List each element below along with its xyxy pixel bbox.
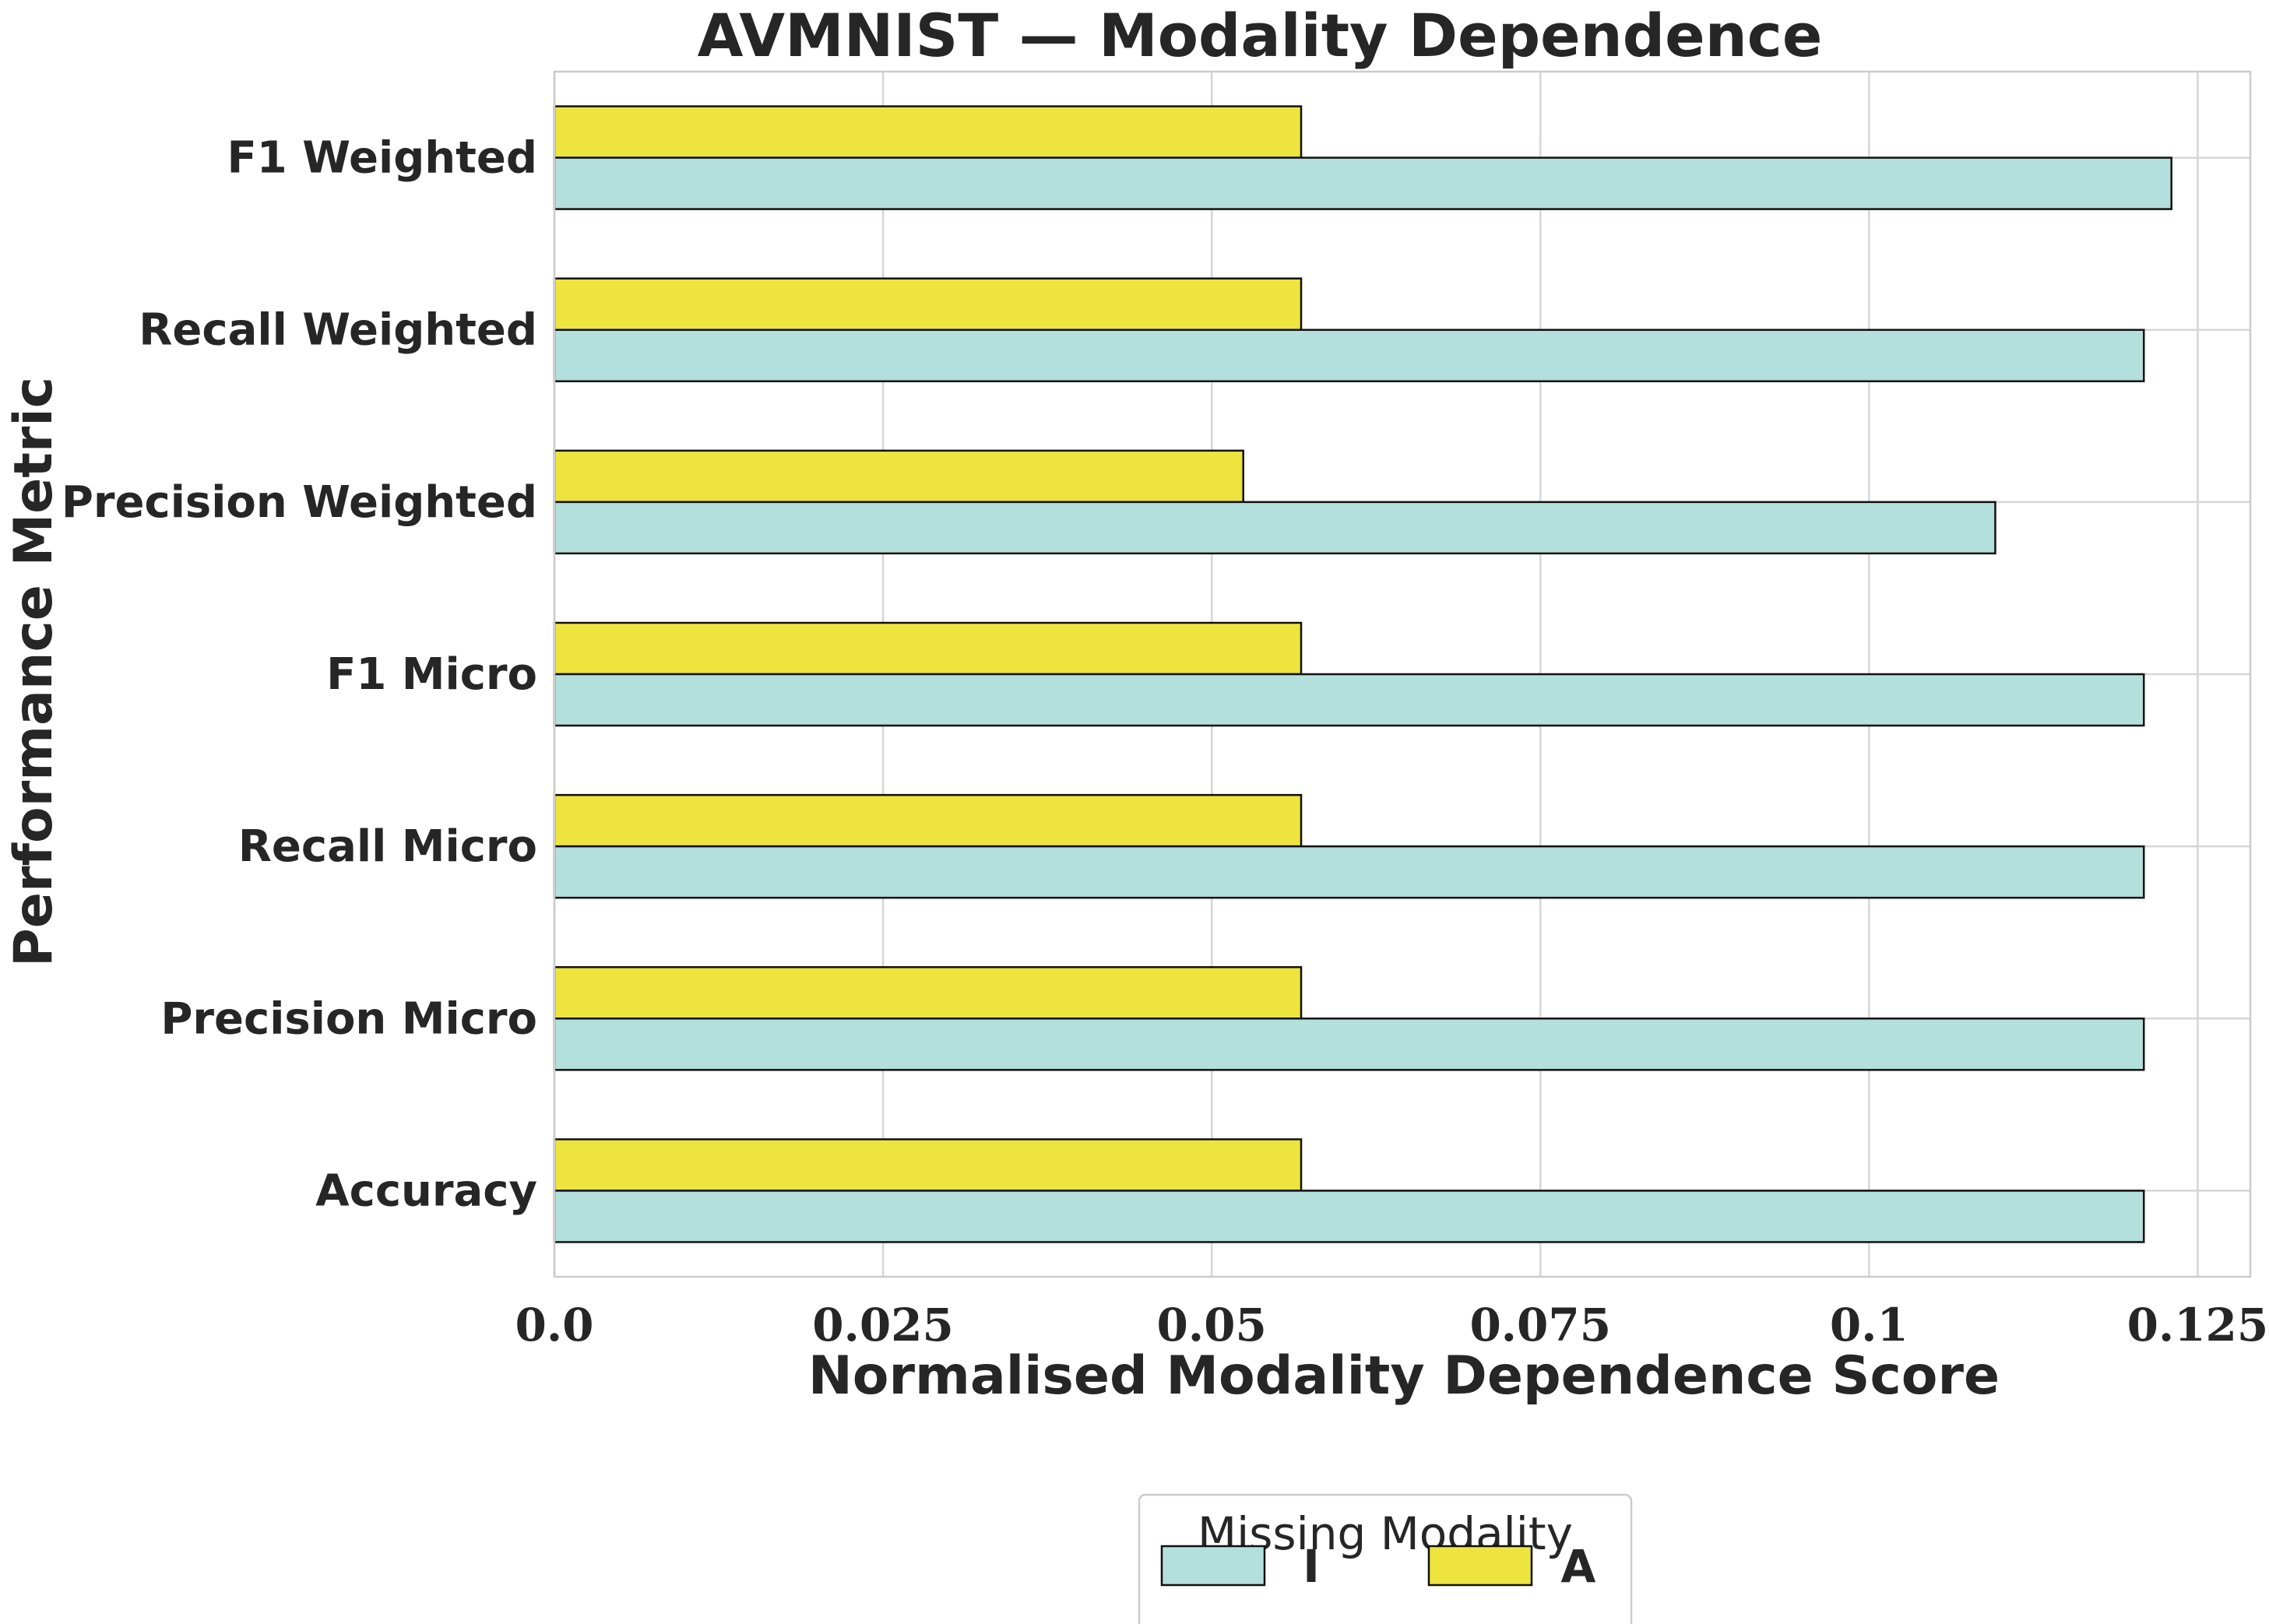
bar-i bbox=[553, 501, 1996, 555]
x-tick-label: 0.05 bbox=[1157, 1299, 1267, 1352]
bar-a bbox=[553, 105, 1303, 159]
bar-i bbox=[553, 673, 2145, 727]
bar-a bbox=[553, 277, 1303, 331]
x-tick-labels: 0.0 0.025 0.05 0.075 0.1 0.125 bbox=[515, 1299, 2269, 1352]
bar-i bbox=[553, 156, 2172, 210]
bar-a bbox=[553, 966, 1303, 1020]
x-tick-label: 0.025 bbox=[812, 1299, 954, 1352]
y-tick-label: Precision Weighted bbox=[62, 477, 537, 528]
bar-i bbox=[553, 1190, 2145, 1243]
chart-title: AVMNIST — Modality Dependence bbox=[698, 1, 1823, 70]
plot-frame bbox=[553, 70, 2252, 1278]
bar-i bbox=[553, 1018, 2145, 1071]
x-tick-label: 0.075 bbox=[1469, 1299, 1611, 1352]
bars bbox=[553, 105, 2172, 1243]
y-tick-label: F1 Weighted bbox=[227, 133, 537, 184]
legend-swatch bbox=[1160, 1545, 1266, 1587]
bar-a bbox=[553, 1138, 1303, 1192]
bar-a bbox=[553, 449, 1244, 504]
bar-a bbox=[553, 621, 1303, 676]
y-tick-label: Recall Micro bbox=[238, 821, 537, 872]
bar-i bbox=[553, 329, 2145, 382]
x-tick-label: 0.0 bbox=[515, 1299, 594, 1352]
y-tick-labels: F1 Weighted Recall Weighted Precision Weig… bbox=[62, 133, 537, 1217]
x-tick-label: 0.1 bbox=[1830, 1299, 1908, 1352]
y-tick-label: Precision Micro bbox=[160, 993, 537, 1044]
legend-label: I bbox=[1303, 1540, 1320, 1593]
legend-label: A bbox=[1561, 1540, 1596, 1593]
legend-swatch bbox=[1427, 1545, 1533, 1587]
bar-i bbox=[553, 845, 2145, 899]
bar-a bbox=[553, 793, 1303, 848]
y-tick-label: Recall Weighted bbox=[139, 305, 537, 356]
y-tick-label: F1 Micro bbox=[326, 649, 537, 700]
legend-frame bbox=[1138, 1493, 1633, 1624]
y-tick-label: Accuracy bbox=[315, 1165, 537, 1216]
y-axis-label: Performance Metric bbox=[3, 377, 65, 967]
x-tick-label: 0.125 bbox=[2127, 1299, 2269, 1352]
x-axis-label: Normalised Modality Dependence Score bbox=[808, 1345, 2000, 1407]
